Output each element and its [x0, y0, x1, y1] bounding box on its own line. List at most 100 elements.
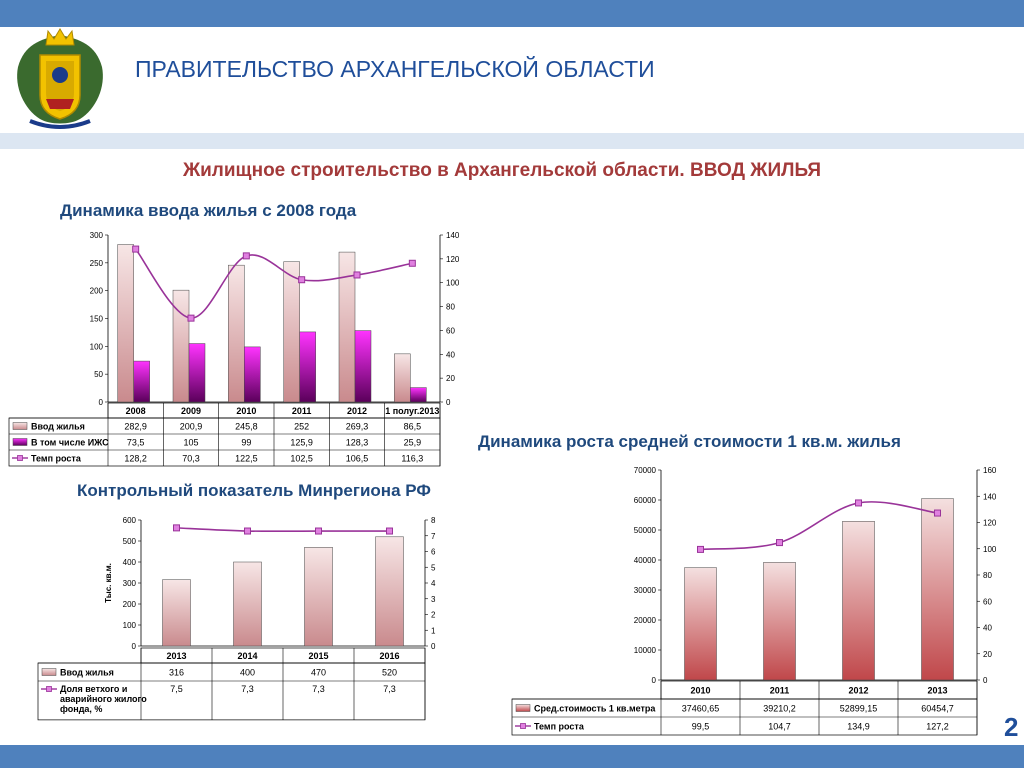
price-dynamics-data-label-0-0: 37460,65 [682, 704, 720, 714]
housing-dynamics-y2-tick-label: 120 [446, 255, 460, 264]
price-dynamics-y2-tick-label: 20 [983, 650, 992, 659]
housing-dynamics-line-point-3 [298, 276, 306, 284]
housing-dynamics-line-point-0 [132, 245, 140, 253]
price-dynamics-data-label-0-1: 39210,2 [763, 704, 796, 714]
housing-dynamics-bar-second-1 [188, 343, 206, 403]
minregion-indicator-category-label-0: 2013 [166, 651, 186, 661]
price-dynamics-y2-tick-label: 0 [983, 676, 988, 685]
price-dynamics-y2-tick-label: 40 [983, 624, 992, 633]
price-dynamics-y-tick-label: 40000 [634, 556, 657, 565]
minregion-indicator-y2-tick-label: 8 [431, 516, 436, 525]
minregion-indicator-y-tick-label: 100 [123, 621, 137, 630]
housing-dynamics-bar-second-4 [354, 330, 372, 403]
housing-dynamics-legend-label-0: Ввод жилья [31, 422, 85, 432]
minregion-indicator-y2-tick-label: 7 [431, 532, 436, 541]
housing-dynamics-legend-key-2 [17, 455, 23, 461]
minregion-indicator-y2-tick-label: 1 [431, 626, 436, 635]
price-dynamics-legend-label-1: Темп роста [534, 722, 585, 732]
housing-dynamics-bar-second-2 [244, 346, 261, 403]
housing-dynamics-y-tick-label: 0 [99, 398, 104, 407]
minregion-indicator-data-label-0-2: 470 [311, 668, 326, 678]
price-dynamics-y2-tick-label: 160 [983, 466, 997, 475]
housing-dynamics-data-label-0-3: 252 [294, 422, 309, 432]
minregion-indicator-y-tick-label: 400 [123, 558, 137, 567]
housing-dynamics-category-label-5: 1 полуг.2013 [385, 406, 439, 416]
housing-dynamics-y-tick-label: 150 [90, 315, 104, 324]
minregion-indicator-y2-tick-label: 2 [431, 611, 436, 620]
housing-dynamics-y2-tick-label: 60 [446, 326, 455, 335]
price-dynamics-legend-key-0 [515, 704, 531, 712]
minregion-indicator-line-point-3 [386, 527, 393, 535]
bottom-band [0, 745, 1024, 768]
housing-dynamics-category-label-0: 2008 [126, 406, 146, 416]
housing-dynamics-category-label-1: 2009 [181, 406, 201, 416]
housing-dynamics-bar-main-0 [117, 244, 134, 403]
housing-dynamics-data-label-0-1: 200,9 [180, 422, 203, 432]
minregion-indicator-data-label-1-2: 7,3 [312, 684, 325, 694]
price-dynamics-y-tick-label: 50000 [634, 526, 657, 535]
housing-dynamics-bar-main-2 [228, 264, 245, 403]
minregion-indicator-legend-key-1 [46, 686, 52, 692]
minregion-indicator-y2-tick-label: 6 [431, 548, 436, 557]
housing-dynamics-y2-tick-label: 140 [446, 231, 460, 240]
housing-dynamics-data-label-0-2: 245,8 [235, 422, 258, 432]
price-dynamics-y-tick-label: 60000 [634, 496, 657, 505]
price-dynamics-y2-tick-label: 60 [983, 597, 992, 606]
housing-dynamics-legend-key-1 [12, 438, 28, 446]
price-dynamics-legend-key-1 [520, 723, 526, 729]
top-band [0, 0, 1024, 27]
housing-dynamics-y2-tick-label: 100 [446, 279, 460, 288]
minregion-indicator-y2-tick-label: 4 [431, 579, 436, 588]
minregion-indicator-y-tick-label: 600 [123, 516, 137, 525]
price-dynamics-line-point-2 [855, 499, 862, 507]
housing-dynamics-y2-tick-label: 80 [446, 303, 455, 312]
housing-dynamics-y-tick-label: 100 [90, 342, 104, 351]
price-dynamics-data-label-1-0: 99,5 [692, 722, 710, 732]
minregion-indicator-legend-label-0: Ввод жилья [60, 668, 114, 678]
housing-dynamics-category-label-2: 2010 [236, 406, 256, 416]
price-dynamics-category-label-2: 2012 [848, 686, 868, 696]
minregion-indicator-line-point-1 [244, 527, 251, 535]
minregion-indicator-data-label-0-3: 520 [382, 668, 397, 678]
minregion-indicator-data-label-0-0: 316 [169, 668, 184, 678]
minregion-indicator-bar-main-0 [162, 579, 191, 647]
minregion-indicator-legend-key-0 [41, 668, 57, 676]
minregion-indicator-y-tick-label: 200 [123, 600, 137, 609]
minregion-indicator-y2-tick-label: 0 [431, 642, 436, 651]
price-dynamics-line-point-1 [776, 539, 783, 547]
minregion-chart-title: Контрольный показатель Минрегиона РФ [77, 481, 431, 500]
minregion-indicator-y-tick-label: 0 [132, 642, 137, 651]
minregion-indicator-line-point-2 [315, 527, 322, 535]
price-dynamics-data-label-0-2: 52899,15 [840, 704, 878, 714]
minregion-indicator-line-series [176, 527, 390, 533]
housing-dynamics-data-label-1-2: 99 [241, 438, 251, 448]
housing-dynamics-data-label-1-3: 125,9 [290, 438, 313, 448]
minregion-indicator-legend-label-1-2: фонда, % [60, 704, 102, 714]
price-dynamics-data-label-1-3: 127,2 [926, 722, 949, 732]
price-dynamics-category-label-3: 2013 [927, 686, 947, 696]
price-dynamics-y2-tick-label: 100 [983, 545, 997, 554]
minregion-indicator-category-label-2: 2015 [308, 651, 328, 661]
housing-dynamics-data-label-2-0: 128,2 [124, 454, 147, 464]
housing-dynamics-line-point-2 [242, 252, 250, 260]
minregion-indicator-y-axis-label: Тыс. кв.м. [104, 563, 113, 603]
price-chart-title: Динамика роста средней стоимости 1 кв.м.… [478, 432, 901, 451]
housing-dynamics-legend-label-2: Темп роста [31, 454, 82, 464]
price-dynamics-y-tick-label: 0 [652, 676, 657, 685]
housing-dynamics-data-label-2-4: 106,5 [346, 454, 369, 464]
housing-dynamics-y-tick-label: 50 [94, 370, 103, 379]
price-dynamics-y-tick-label: 70000 [634, 466, 657, 475]
housing-dynamics-bar-second-5 [410, 387, 427, 403]
housing-dynamics-category-label-4: 2012 [347, 406, 367, 416]
minregion-indicator-bar-main-1 [233, 561, 262, 647]
housing-dynamics-y-tick-label: 250 [90, 259, 104, 268]
housing-dynamics-data-label-1-5: 25,9 [404, 438, 422, 448]
price-dynamics-legend-label-0: Сред.стоимость 1 кв.метра [534, 704, 656, 714]
housing-dynamics-bar-main-4 [338, 251, 356, 403]
housing-dynamics-y2-tick-label: 0 [446, 398, 451, 407]
housing-dynamics-data-label-1-1: 105 [183, 438, 198, 448]
price-dynamics-category-label-1: 2011 [770, 686, 790, 696]
minregion-indicator-bar-main-3 [375, 536, 404, 647]
price-dynamics-y-tick-label: 10000 [634, 646, 657, 655]
